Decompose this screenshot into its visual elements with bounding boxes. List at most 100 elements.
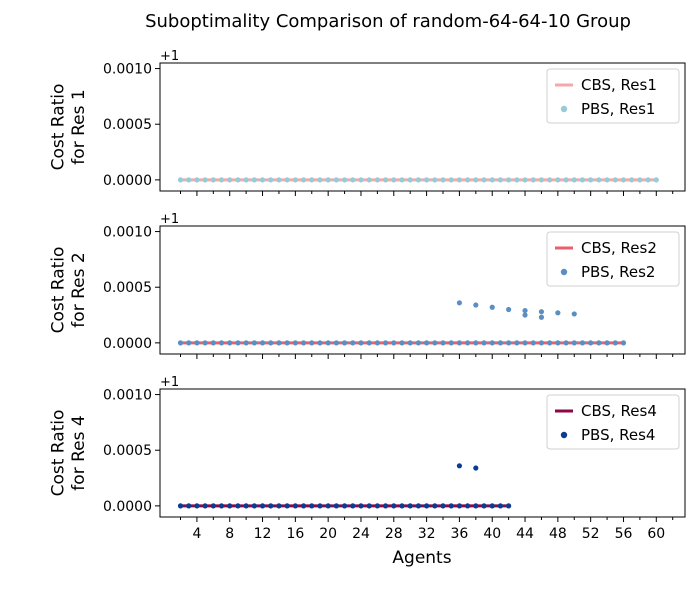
pbs-data-point xyxy=(489,340,495,346)
pbs-data-point xyxy=(530,177,536,183)
x-tick-label: 56 xyxy=(615,526,633,542)
pbs-data-point xyxy=(465,340,471,346)
pbs-data-point xyxy=(489,177,495,183)
pbs-data-point xyxy=(579,177,586,183)
pbs-data-point xyxy=(473,340,479,346)
x-tick-label: 24 xyxy=(352,526,370,542)
pbs-data-point xyxy=(194,340,200,346)
pbs-data-point xyxy=(473,503,479,509)
pbs-data-point xyxy=(588,340,594,346)
pbs-data-point xyxy=(415,177,421,183)
pbs-data-point xyxy=(563,340,569,346)
pbs-data-point xyxy=(341,177,348,183)
legend-box xyxy=(546,231,680,287)
pbs-data-point xyxy=(202,340,208,346)
y-offset-text: +1 xyxy=(160,375,179,390)
pbs-data-point xyxy=(366,503,372,509)
chart-title: Suboptimality Comparison of random-64-64… xyxy=(145,11,631,32)
y-axis-label-line: Cost Ratio xyxy=(48,410,68,497)
pbs-data-point xyxy=(506,177,512,183)
x-tick-label: 60 xyxy=(647,526,665,542)
pbs-data-point xyxy=(374,503,380,509)
legend-marker-swatch xyxy=(560,105,568,113)
pbs-data-point xyxy=(440,503,446,509)
pbs-data-point xyxy=(259,340,266,346)
pbs-data-point xyxy=(473,465,479,471)
pbs-data-point xyxy=(407,503,413,509)
pbs-data-point xyxy=(276,177,282,183)
pbs-data-point xyxy=(481,340,487,346)
pbs-data-point xyxy=(604,177,610,183)
pbs-data-point xyxy=(358,177,364,183)
pbs-data-point xyxy=(210,503,216,509)
pbs-data-point xyxy=(415,340,421,346)
pbs-data-point xyxy=(350,340,356,346)
pbs-data-point xyxy=(538,340,545,346)
pbs-data-point xyxy=(391,340,397,346)
pbs-data-point xyxy=(227,340,233,346)
pbs-data-point xyxy=(202,503,208,509)
pbs-data-point xyxy=(300,340,307,346)
pbs-data-point xyxy=(235,177,241,183)
pbs-data-point xyxy=(547,177,553,183)
pbs-data-point xyxy=(432,340,438,346)
pbs-data-point xyxy=(300,177,307,183)
x-tick-label: 36 xyxy=(451,526,469,542)
pbs-data-point xyxy=(251,340,257,346)
pbs-data-point xyxy=(538,314,545,320)
y-axis-label-line: for Res 2 xyxy=(69,252,89,327)
legend-entry: PBS, Res4 xyxy=(581,426,655,444)
pbs-data-point xyxy=(555,340,561,346)
y-tick-label: 0.0000 xyxy=(103,336,152,352)
pbs-data-point xyxy=(309,177,315,183)
pbs-data-point xyxy=(645,177,651,183)
pbs-data-point xyxy=(177,177,184,183)
pbs-data-point xyxy=(497,340,504,346)
pbs-data-point xyxy=(571,177,577,183)
pbs-data-point xyxy=(243,340,249,346)
pbs-data-point xyxy=(366,177,372,183)
pbs-data-point xyxy=(391,503,397,509)
x-tick-label: 12 xyxy=(254,526,272,542)
pbs-data-point xyxy=(522,340,528,346)
x-tick-label: 48 xyxy=(549,526,567,542)
y-offset-text: +1 xyxy=(160,212,179,227)
pbs-data-point xyxy=(456,300,463,306)
pbs-data-point xyxy=(300,503,307,509)
pbs-data-point xyxy=(637,177,643,183)
pbs-data-point xyxy=(333,503,339,509)
pbs-data-point xyxy=(579,340,586,346)
pbs-data-point xyxy=(653,177,659,183)
pbs-data-point xyxy=(374,340,380,346)
pbs-data-point xyxy=(522,307,528,314)
pbs-data-point xyxy=(596,340,602,346)
x-tick-label: 8 xyxy=(225,526,234,542)
x-tick-label: 16 xyxy=(286,526,304,542)
pbs-data-point xyxy=(456,463,463,469)
pbs-data-point xyxy=(251,503,257,509)
pbs-data-point xyxy=(333,177,339,183)
pbs-data-point xyxy=(547,340,553,346)
pbs-data-point xyxy=(382,340,389,346)
pbs-data-point xyxy=(276,340,282,346)
pbs-data-point xyxy=(218,503,225,509)
pbs-data-point xyxy=(210,340,216,346)
pbs-data-point xyxy=(350,503,356,509)
pbs-data-point xyxy=(432,177,438,183)
x-tick-label: 20 xyxy=(319,526,337,542)
pbs-data-point xyxy=(284,177,290,183)
pbs-data-point xyxy=(620,177,627,183)
pbs-data-point xyxy=(481,177,487,183)
pbs-data-point xyxy=(506,306,512,313)
pbs-data-point xyxy=(309,340,315,346)
pbs-data-point xyxy=(292,340,298,346)
pbs-data-point xyxy=(358,503,364,509)
pbs-data-point xyxy=(497,503,504,509)
y-tick-label: 0.0000 xyxy=(103,173,152,189)
pbs-data-point xyxy=(604,340,610,346)
y-tick-label: 0.0005 xyxy=(103,117,152,133)
y-axis-label: Cost Ratiofor Res 1 xyxy=(48,84,88,171)
legend-entry: CBS, Res4 xyxy=(581,402,657,420)
